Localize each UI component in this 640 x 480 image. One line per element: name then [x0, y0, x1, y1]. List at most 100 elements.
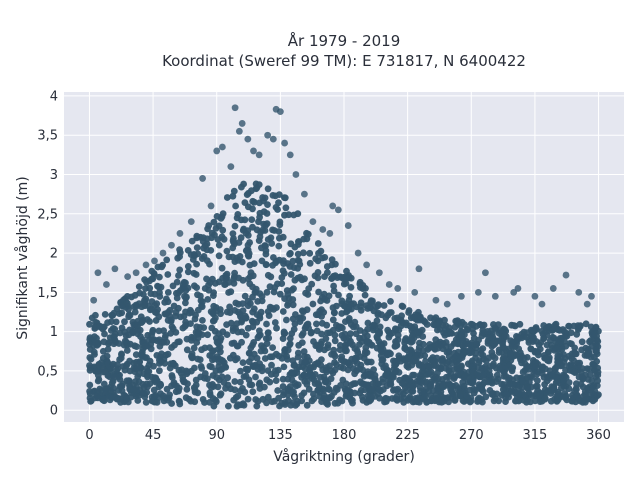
data-point [571, 344, 579, 352]
data-point [264, 329, 272, 337]
data-point [254, 334, 262, 342]
data-point [527, 345, 535, 353]
y-tick-label: 2,5 [37, 207, 58, 222]
data-point [359, 285, 367, 292]
x-tick-label: 315 [522, 428, 547, 443]
data-point [284, 375, 292, 383]
data-point-outlier [276, 108, 284, 116]
data-point [304, 230, 312, 238]
x-tick-label: 135 [268, 428, 293, 443]
data-point [262, 335, 270, 342]
data-point [234, 211, 242, 218]
data-point [199, 234, 207, 242]
data-point [168, 400, 176, 407]
data-point [380, 302, 388, 309]
data-point [357, 307, 365, 314]
data-point [156, 356, 163, 364]
data-point [259, 194, 266, 201]
data-point [285, 295, 293, 302]
data-point [500, 354, 508, 361]
data-point [399, 303, 407, 310]
data-point [175, 272, 182, 279]
data-point [294, 250, 302, 258]
data-point [218, 233, 226, 241]
data-point [252, 373, 259, 381]
data-point [576, 359, 584, 367]
data-point-outlier [286, 151, 294, 159]
data-point-outlier [264, 131, 272, 139]
data-point [300, 249, 307, 257]
data-point [154, 282, 161, 290]
data-point [121, 337, 129, 345]
data-point-outlier [235, 127, 243, 135]
data-point [198, 255, 206, 262]
data-point [389, 329, 397, 337]
x-axis-label: Vågriktning (grader) [273, 448, 415, 465]
data-point-outlier [281, 139, 289, 147]
data-point [118, 309, 126, 317]
data-point [328, 275, 336, 282]
data-point [439, 355, 446, 362]
data-point [113, 366, 120, 374]
data-point [111, 330, 119, 338]
data-point [234, 328, 242, 336]
data-point [116, 356, 123, 363]
data-point [351, 318, 359, 326]
data-point [142, 399, 150, 406]
data-point [484, 378, 492, 386]
data-point [427, 392, 435, 399]
data-point [331, 309, 338, 317]
data-point [208, 324, 216, 332]
data-point [536, 390, 544, 398]
data-point [386, 309, 394, 317]
data-point [273, 257, 280, 265]
data-point-outlier [411, 288, 419, 296]
data-point [390, 365, 398, 372]
data-point [406, 322, 414, 330]
data-point [239, 300, 247, 307]
data-point [129, 327, 137, 335]
data-point [474, 372, 482, 379]
y-tick-label: 1 [50, 325, 58, 340]
data-point [557, 353, 565, 361]
data-point [248, 216, 256, 224]
data-point [210, 292, 217, 299]
data-point [106, 373, 114, 381]
y-tick-label: 2 [50, 247, 58, 262]
data-point [230, 187, 238, 195]
y-tick-label: 1,5 [37, 286, 58, 301]
data-point [143, 354, 150, 362]
data-point [268, 304, 276, 312]
data-point [204, 296, 212, 303]
data-point [323, 368, 330, 376]
data-point [106, 334, 114, 341]
data-point [492, 395, 499, 402]
data-point [469, 368, 477, 376]
data-point [163, 385, 171, 393]
data-point [375, 386, 383, 393]
data-point [201, 399, 208, 406]
data-point [466, 386, 474, 394]
data-point-outlier [549, 285, 557, 292]
data-point [499, 386, 507, 393]
data-point [223, 308, 231, 316]
data-point [192, 271, 200, 278]
data-point-outlier [457, 292, 465, 300]
data-point [322, 376, 329, 384]
data-point [476, 384, 483, 392]
chart-title-line-1: År 1979 - 2019 [288, 31, 401, 50]
data-point [502, 372, 510, 380]
data-point [229, 192, 237, 200]
data-point [176, 400, 184, 408]
data-point [532, 363, 540, 370]
data-point [262, 261, 270, 269]
data-point [551, 395, 558, 403]
data-point [298, 307, 306, 315]
data-point [101, 311, 109, 318]
data-point [112, 318, 120, 326]
data-point [451, 365, 459, 373]
chart-title-line-2: Koordinat (Sweref 99 TM): E 731817, N 64… [162, 52, 526, 70]
data-point [307, 364, 315, 371]
data-point [439, 340, 447, 347]
data-point-outlier [250, 147, 257, 155]
